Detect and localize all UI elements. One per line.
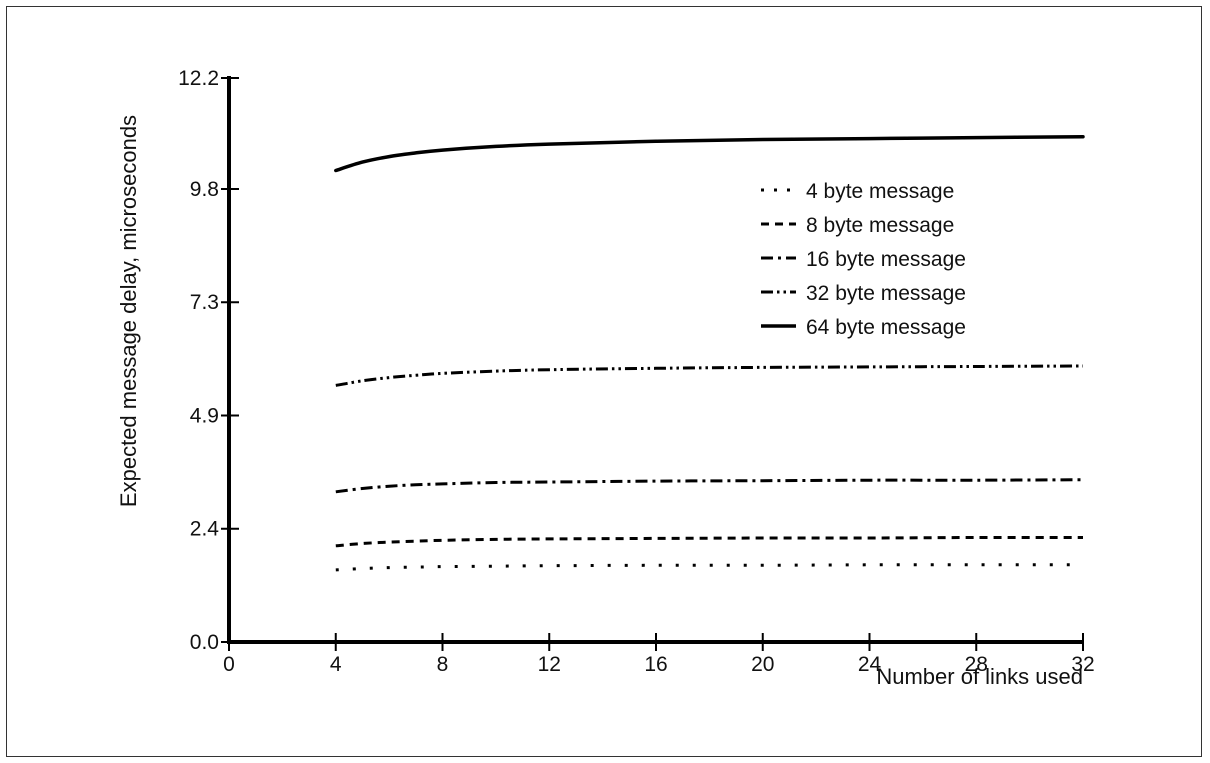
series-line-2 — [335, 535, 1084, 548]
legend-label-5: 64 byte message — [806, 316, 966, 339]
legend-label-4: 32 byte message — [806, 282, 966, 305]
x-tick-label: 16 — [644, 653, 667, 676]
series-lines — [334, 134, 1085, 572]
y-tick-label: 4.9 — [190, 404, 219, 427]
legend-label-2: 8 byte message — [806, 214, 954, 237]
y-tick-label: 2.4 — [190, 518, 220, 541]
x-tick-label: 24 — [858, 653, 882, 676]
axes — [227, 76, 1084, 644]
y-tick-label: 12.2 — [178, 67, 219, 90]
legend: 4 byte message 8 byte message 16 byte mess… — [761, 180, 966, 339]
legend-label-3: 16 byte message — [806, 248, 966, 271]
x-tick-label: 8 — [437, 653, 449, 676]
y-tick-label: 9.8 — [190, 178, 219, 201]
x-tick-label: 32 — [1071, 653, 1094, 676]
chart-frame — [6, 6, 1202, 757]
x-tick-label: 4 — [330, 653, 342, 676]
x-tick-label: 12 — [538, 653, 561, 676]
series-line-3 — [335, 478, 1084, 494]
series-line-4 — [335, 364, 1084, 387]
series-line-5 — [334, 134, 1085, 173]
x-tick-label: 20 — [751, 653, 774, 676]
y-axis-label: Expected message delay, microseconds — [116, 115, 141, 507]
y-tick-label: 0.0 — [190, 631, 219, 654]
x-tick-label: 0 — [223, 653, 235, 676]
tick-marks — [221, 77, 1084, 651]
series-line-1 — [335, 563, 1083, 572]
legend-label-1: 4 byte message — [806, 180, 954, 203]
x-tick-label: 28 — [965, 653, 988, 676]
y-tick-label: 7.3 — [190, 291, 219, 314]
tick-labels: 0 4 8 12 16 20 24 28 32 0.0 2.4 4.9 7.3 9.8 12.2 — [178, 67, 1095, 676]
x-axis-label: Number of links used — [876, 664, 1083, 689]
